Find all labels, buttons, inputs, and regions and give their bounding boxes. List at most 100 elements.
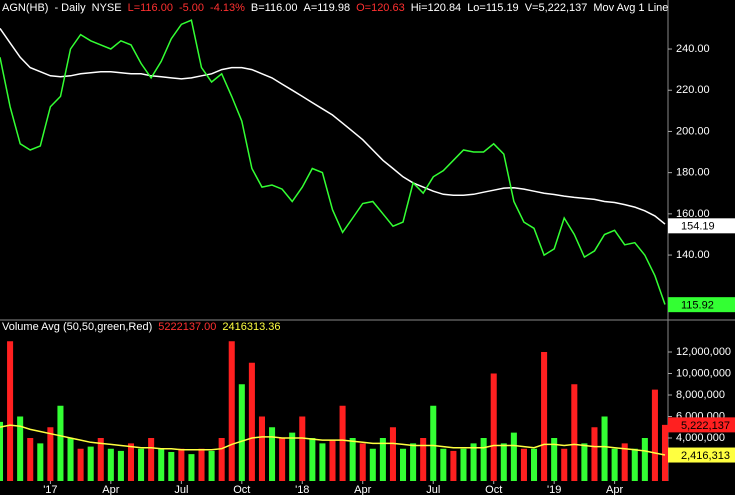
volume-bar	[57, 405, 64, 481]
chart-header: AGN(HB) - Daily NYSE L=116.00 -5.00 -4.13% B=1…	[2, 2, 668, 14]
volume-bar	[127, 443, 135, 481]
legend-item: Volume Avg (50,50,green,Red)	[2, 321, 153, 333]
volume-bar	[299, 416, 306, 481]
volume-bar	[561, 448, 568, 481]
volume-bar	[198, 448, 205, 481]
volume-bar	[309, 437, 316, 481]
volume-bar	[279, 437, 286, 481]
header-item: NYSE	[91, 2, 122, 14]
last-value-label: 115.92	[681, 300, 714, 312]
last-value-label: 5,222,137	[681, 420, 730, 432]
last-value-label: 2,416,313	[681, 450, 730, 462]
volume-bar	[490, 373, 497, 481]
volume-bar	[7, 341, 14, 481]
volume-bar	[339, 405, 346, 481]
volume-bar	[107, 448, 114, 481]
x-tick-label: '19	[547, 484, 561, 495]
volume-bar	[400, 448, 407, 481]
y-tick-label: 240.00	[676, 43, 710, 55]
y-tick-label: 220.00	[676, 84, 710, 96]
volume-bar	[631, 448, 638, 481]
volume-bar	[651, 389, 658, 481]
volume-bar	[87, 446, 94, 481]
y-tick-label: 10,000,000	[676, 367, 731, 379]
volume-bar	[67, 437, 74, 481]
volume-bar	[460, 448, 467, 481]
volume-bar	[37, 443, 44, 481]
price-line	[0, 27, 666, 225]
x-tick-label: Apr	[102, 484, 119, 495]
volume-bar	[248, 362, 255, 481]
y-tick-label: 180.00	[676, 167, 710, 179]
legend-item: 2416313.36	[222, 321, 281, 333]
y-tick-label: 140.00	[676, 249, 710, 261]
volume-bar	[188, 454, 195, 481]
volume-bar	[319, 443, 326, 481]
volume-bar	[17, 416, 24, 481]
volume-bar	[97, 437, 104, 481]
y-tick-label: 4,000,000	[676, 432, 725, 444]
volume-bar	[218, 437, 225, 481]
y-tick-label: 160.00	[676, 208, 710, 220]
volume-bar	[440, 448, 447, 481]
volume-bar	[510, 432, 517, 481]
volume-bar	[148, 437, 155, 481]
header-item: -4.13%	[210, 2, 245, 14]
y-tick-label: 200.00	[676, 125, 710, 137]
volume-bar	[661, 424, 669, 481]
volume-legend: Volume Avg (50,50,green,Red) 5222137.00 24…	[2, 321, 280, 333]
volume-bar	[329, 440, 336, 481]
volume-bar	[420, 437, 427, 481]
header-item: O=120.63	[356, 2, 405, 14]
volume-bar	[228, 341, 235, 481]
volume-bar	[591, 427, 598, 481]
last-value-box	[668, 297, 735, 313]
volume-bar	[480, 437, 487, 481]
volume-bar	[47, 427, 54, 481]
header-item: Mov Avg 1 Line	[593, 2, 669, 14]
volume-bar	[168, 451, 175, 481]
volume-bar	[208, 450, 215, 481]
x-tick-label: Jul	[426, 484, 440, 495]
x-tick-label: Oct	[233, 484, 250, 495]
volume-bar	[641, 437, 648, 481]
x-tick-label: Apr	[606, 484, 623, 495]
header-item: L=116.00	[127, 2, 173, 14]
last-value-box	[668, 417, 735, 433]
x-tick-label: Apr	[354, 484, 371, 495]
volume-bar	[410, 443, 417, 481]
volume-bar	[27, 437, 34, 481]
price-line	[0, 19, 666, 305]
volume-bar	[500, 443, 507, 481]
header-item: B=116.00	[250, 2, 298, 14]
header-item: AGN(HB)	[2, 2, 49, 14]
volume-bar	[430, 405, 437, 481]
volume-bar	[289, 432, 296, 481]
volume-bar	[117, 450, 124, 481]
volume-bar	[571, 384, 578, 481]
volume-bar	[77, 448, 84, 481]
volume-bar	[470, 443, 477, 481]
volume-bar	[551, 437, 558, 481]
volume-bar	[369, 448, 376, 481]
volume-bar	[379, 437, 386, 481]
volume-bar	[258, 416, 265, 481]
volume-bar	[601, 416, 608, 481]
volume-bar	[389, 427, 396, 481]
volume-bar	[158, 448, 165, 481]
header-item: V=5,222,137	[524, 2, 588, 14]
volume-bar	[541, 351, 548, 481]
volume-bar	[530, 448, 538, 481]
volume-bar	[178, 448, 185, 481]
header-item: -5.00	[178, 2, 205, 14]
y-tick-label: 8,000,000	[676, 389, 725, 401]
volume-bar	[611, 448, 618, 481]
volume-bar	[581, 443, 588, 481]
header-item: A=119.98	[303, 2, 351, 14]
volume-bar	[359, 443, 366, 481]
x-tick-label: Jul	[174, 484, 188, 495]
y-tick-label: 12,000,000	[676, 346, 731, 358]
